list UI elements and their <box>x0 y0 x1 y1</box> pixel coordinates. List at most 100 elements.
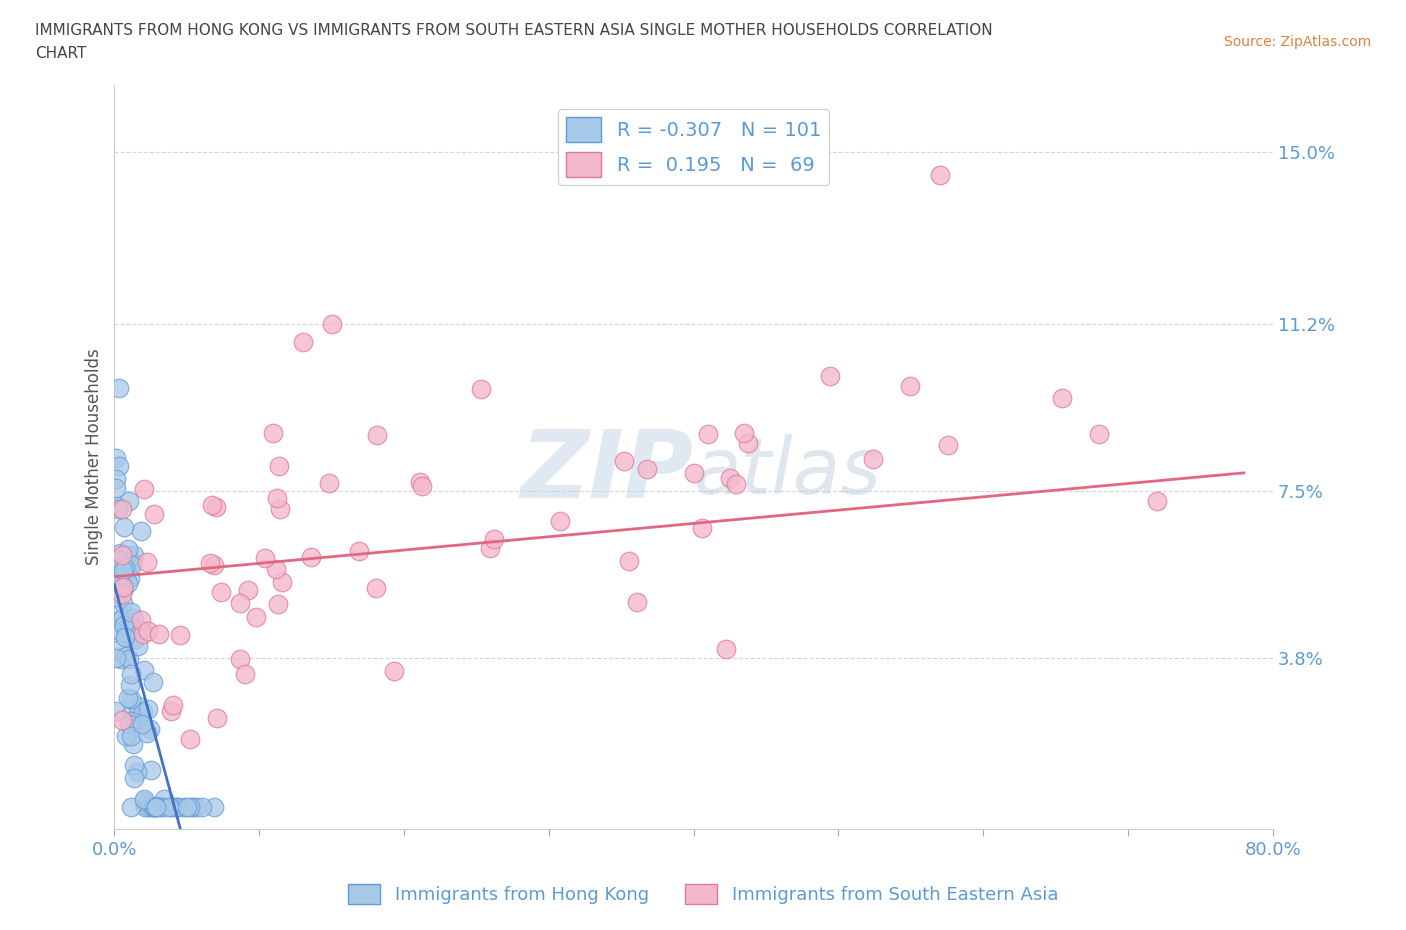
Point <box>122 757 145 772</box>
Point <box>725 476 748 491</box>
Point <box>198 555 221 570</box>
Point <box>104 590 127 604</box>
Point <box>114 560 136 575</box>
Point <box>267 596 290 611</box>
Point <box>107 643 129 658</box>
Point <box>683 466 706 481</box>
Point <box>152 800 174 815</box>
Point <box>201 498 224 512</box>
Point <box>120 604 142 619</box>
Point <box>181 800 204 815</box>
Point <box>898 379 921 393</box>
Point <box>108 570 131 585</box>
Point <box>112 519 135 534</box>
Point <box>264 562 287 577</box>
Legend: R = -0.307   N = 101, R =  0.195   N =  69: R = -0.307 N = 101, R = 0.195 N = 69 <box>558 110 828 185</box>
Point <box>262 426 284 441</box>
Point <box>105 451 128 466</box>
Point <box>145 798 167 813</box>
Point <box>131 716 153 731</box>
Point <box>131 622 153 637</box>
Point <box>136 623 159 638</box>
Point <box>548 513 571 528</box>
Point <box>266 490 288 505</box>
Point <box>111 596 134 611</box>
Point <box>120 691 142 706</box>
Point <box>148 626 170 641</box>
Point <box>111 502 134 517</box>
Point <box>1050 391 1073 405</box>
Point <box>135 554 157 569</box>
Point <box>132 627 155 642</box>
Point <box>134 794 156 809</box>
Point <box>205 500 228 515</box>
Point <box>121 737 143 751</box>
Point <box>135 798 157 813</box>
Point <box>470 382 492 397</box>
Point <box>613 454 636 469</box>
Point <box>111 713 134 728</box>
Point <box>169 628 191 643</box>
Point <box>110 569 132 584</box>
Point <box>160 800 183 815</box>
Point <box>134 482 156 497</box>
Point <box>228 595 250 610</box>
Point <box>179 800 201 815</box>
Point <box>120 571 142 586</box>
Legend: Immigrants from Hong Kong, Immigrants from South Eastern Asia: Immigrants from Hong Kong, Immigrants fr… <box>340 876 1066 911</box>
Point <box>165 800 187 815</box>
Point <box>127 698 149 713</box>
Point <box>162 698 184 712</box>
Point <box>150 800 173 815</box>
Point <box>129 524 152 538</box>
Point <box>136 800 159 815</box>
Point <box>111 586 134 601</box>
Point <box>132 791 155 806</box>
Point <box>179 732 201 747</box>
Point <box>104 651 127 666</box>
Point <box>122 771 145 786</box>
Point <box>166 800 188 815</box>
Point <box>111 548 134 563</box>
Point <box>120 714 142 729</box>
Point <box>112 580 135 595</box>
Point <box>107 502 129 517</box>
Point <box>318 476 340 491</box>
Point <box>291 335 314 350</box>
Point <box>132 662 155 677</box>
Point <box>936 438 959 453</box>
Point <box>104 472 127 486</box>
Point <box>122 611 145 626</box>
Point <box>146 800 169 815</box>
Point <box>115 547 138 562</box>
Point <box>142 800 165 815</box>
Point <box>138 722 160 737</box>
Point <box>124 715 146 730</box>
Point <box>118 651 141 666</box>
Point <box>366 581 388 596</box>
Point <box>120 666 142 681</box>
Point <box>184 800 207 815</box>
Point <box>143 506 166 521</box>
Point <box>157 800 180 815</box>
Point <box>112 579 135 594</box>
Point <box>482 531 505 546</box>
Point <box>111 574 134 589</box>
Point <box>115 648 138 663</box>
Point <box>138 800 160 815</box>
Point <box>105 614 128 629</box>
Point <box>202 800 225 815</box>
Point <box>191 800 214 815</box>
Point <box>145 800 167 815</box>
Point <box>479 540 502 555</box>
Point <box>118 678 141 693</box>
Point <box>122 548 145 563</box>
Point <box>118 494 141 509</box>
Point <box>408 474 430 489</box>
Point <box>105 703 128 718</box>
Point <box>142 800 165 815</box>
Point <box>202 558 225 573</box>
Point <box>271 575 294 590</box>
Y-axis label: Single Mother Households: Single Mother Households <box>86 349 103 565</box>
Point <box>118 717 141 732</box>
